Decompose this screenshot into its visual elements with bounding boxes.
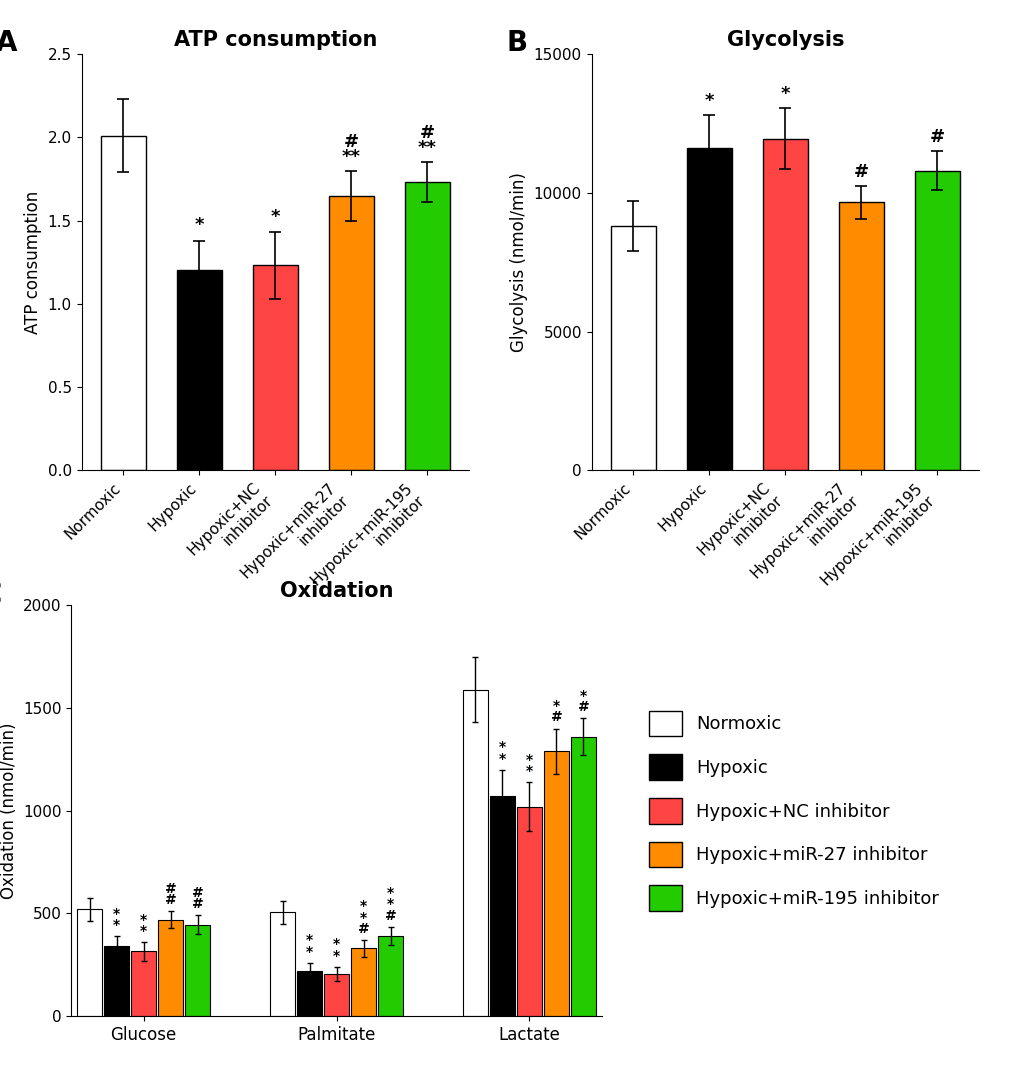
Text: #: # (550, 710, 561, 724)
Bar (489, 797, 515, 1016)
Text: *: * (113, 918, 120, 932)
Text: *: * (333, 949, 339, 963)
Bar (101, 135, 146, 470)
Bar (543, 751, 569, 1016)
Bar (185, 924, 210, 1016)
Text: B: B (505, 29, 527, 57)
Y-axis label: ATP consumption: ATP consumption (24, 190, 42, 334)
Bar (324, 974, 348, 1016)
Bar (270, 912, 294, 1016)
Text: *: * (360, 899, 367, 913)
Bar (914, 171, 959, 470)
Text: *: * (498, 751, 505, 765)
Y-axis label: Oxidation (nmol/min): Oxidation (nmol/min) (0, 722, 17, 899)
Bar (297, 971, 322, 1016)
Bar (405, 183, 449, 470)
Bar (176, 270, 222, 470)
Bar (762, 138, 807, 470)
Text: *: * (780, 85, 790, 103)
Text: **: ** (418, 139, 436, 157)
Text: #: # (384, 909, 396, 923)
Text: A: A (0, 29, 17, 57)
Bar (378, 936, 403, 1016)
Text: *: * (270, 208, 280, 226)
Text: #: # (192, 897, 204, 911)
Text: *: * (526, 764, 533, 778)
Text: *: * (333, 937, 339, 951)
Text: *: * (580, 689, 587, 703)
Text: *: * (140, 924, 147, 938)
Text: #: # (420, 124, 434, 143)
Text: *: * (360, 910, 367, 924)
Bar (463, 690, 487, 1016)
Y-axis label: Glycolysis (nmol/min): Glycolysis (nmol/min) (510, 172, 528, 352)
Title: ATP consumption: ATP consumption (173, 29, 377, 50)
Bar (571, 737, 595, 1016)
Text: *: * (306, 933, 313, 947)
Text: #: # (165, 882, 176, 896)
Bar (610, 226, 655, 470)
Text: *: * (386, 897, 393, 911)
Text: *: * (498, 740, 505, 755)
Title: Oxidation: Oxidation (279, 580, 393, 601)
Bar (131, 951, 156, 1016)
Bar (158, 920, 183, 1016)
Text: *: * (386, 886, 393, 900)
Text: *: * (704, 92, 713, 110)
Text: C: C (0, 580, 2, 609)
Bar (686, 148, 732, 470)
Text: *: * (140, 912, 147, 926)
Bar (351, 948, 376, 1016)
Text: *: * (306, 945, 313, 959)
Text: #: # (358, 922, 369, 936)
Title: Glycolysis: Glycolysis (726, 29, 844, 50)
Text: *: * (526, 752, 533, 766)
Text: #: # (343, 133, 359, 150)
Text: #: # (929, 129, 944, 146)
Bar (838, 202, 883, 470)
Text: **: ** (341, 148, 361, 165)
Text: #: # (577, 700, 589, 715)
Text: *: * (195, 216, 204, 233)
Bar (328, 196, 374, 470)
Bar (253, 266, 298, 470)
Text: *: * (113, 907, 120, 921)
Text: #: # (192, 886, 204, 900)
Bar (517, 806, 541, 1016)
Bar (104, 946, 129, 1016)
Text: *: * (552, 699, 559, 713)
Legend: Normoxic, Hypoxic, Hypoxic+NC inhibitor, Hypoxic+miR-27 inhibitor, Hypoxic+miR-1: Normoxic, Hypoxic, Hypoxic+NC inhibitor,… (640, 702, 948, 920)
Text: #: # (165, 893, 176, 907)
Bar (77, 909, 102, 1016)
Text: #: # (853, 163, 868, 181)
